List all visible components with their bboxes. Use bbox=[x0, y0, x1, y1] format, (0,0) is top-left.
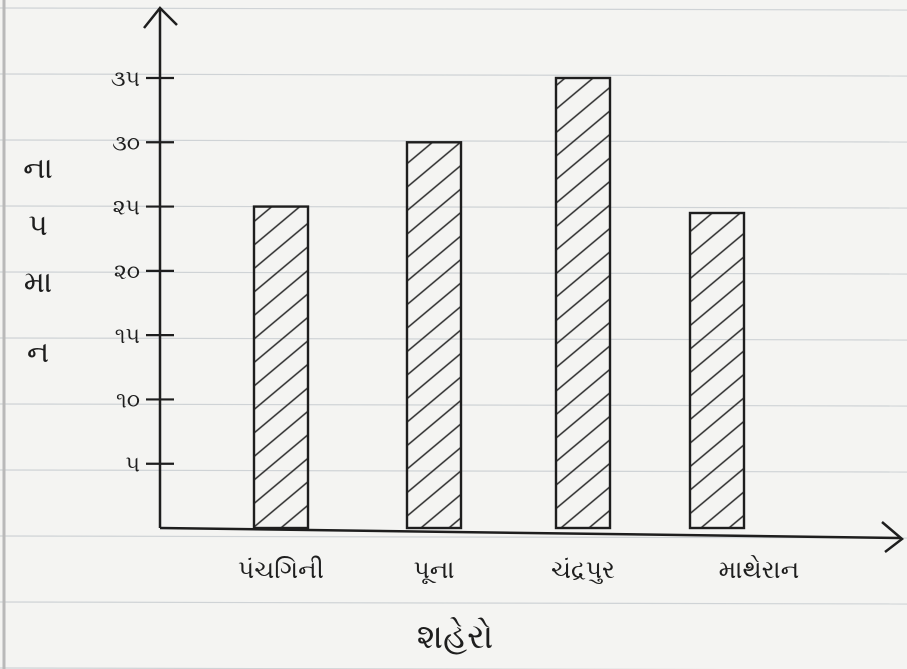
ruled-line bbox=[0, 535, 907, 539]
y-axis-label-char: પ bbox=[28, 208, 47, 243]
ruled-line bbox=[0, 7, 907, 11]
x-tick-label: પૂના bbox=[414, 555, 455, 584]
y-ticks: ૫ ૧૦ ૧૫ ૨૦ ૨૫ ૩૦ ૩૫ bbox=[111, 67, 174, 478]
x-tick-label: માથેરાન bbox=[719, 555, 800, 584]
y-tick-label: ૩૫ bbox=[111, 67, 140, 92]
x-tick-label: પંચગિની bbox=[238, 555, 324, 584]
ruled-line bbox=[0, 139, 907, 143]
bar-2 bbox=[405, 141, 463, 530]
y-tick-label: ૨૦ bbox=[114, 260, 140, 285]
x-axis bbox=[159, 526, 901, 540]
y-axis-label-char: ન bbox=[27, 335, 49, 370]
y-axis-label: ના પ મા ન bbox=[23, 151, 53, 370]
y-tick-label: ૫ bbox=[126, 453, 140, 478]
bars bbox=[252, 76, 746, 530]
y-tick-label: ૧૦ bbox=[116, 388, 140, 413]
y-axis-label-char: ના bbox=[23, 151, 53, 186]
x-tick-label: ચંદ્રપુર bbox=[551, 555, 615, 584]
x-axis-arrow-icon bbox=[881, 521, 904, 553]
y-tick-label: ૧૫ bbox=[115, 324, 140, 349]
bar-3 bbox=[554, 76, 612, 530]
y-axis-label-char: મા bbox=[24, 265, 53, 300]
y-tick-label: ૨૫ bbox=[113, 196, 140, 221]
x-tick-labels: પંચગિની પૂના ચંદ્રપુર માથેરાન bbox=[238, 555, 799, 584]
y-tick-label: ૩૦ bbox=[112, 131, 140, 156]
ruled-line bbox=[0, 667, 726, 669]
y-axis-arrow-icon bbox=[143, 6, 178, 29]
x-axis-label: શહેરો bbox=[417, 617, 493, 657]
bar-4 bbox=[688, 211, 746, 530]
ruled-line bbox=[0, 73, 907, 77]
bar-1 bbox=[252, 205, 310, 530]
ruled-line bbox=[0, 601, 907, 605]
